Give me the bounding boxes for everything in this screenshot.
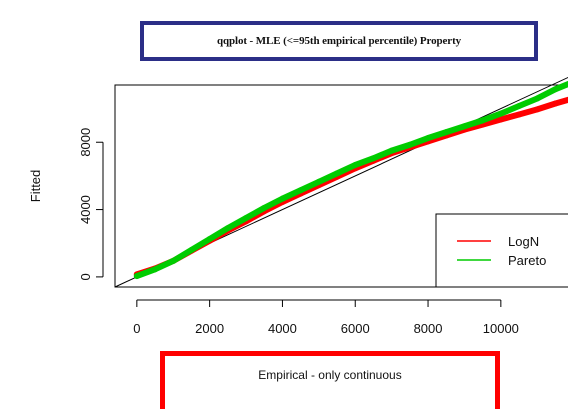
chart-title-box: qqplot - MLE (<=95th empirical percentil… — [140, 21, 538, 61]
data-point — [516, 111, 523, 118]
data-point — [224, 225, 231, 232]
data-point — [497, 110, 504, 117]
data-point — [243, 214, 250, 221]
legend: LogN Pareto — [435, 213, 568, 288]
legend-box — [435, 213, 568, 288]
x-tick-label: 4000 — [268, 321, 297, 336]
data-point — [152, 266, 159, 273]
data-point — [370, 155, 377, 162]
chart-title: qqplot - MLE (<=95th empirical percentil… — [216, 35, 462, 47]
axis-layer: 0 2000 4000 6000 8000 10000 0 4000 8000 — [78, 128, 519, 336]
data-point — [188, 246, 195, 253]
x-tick-label: 8000 — [414, 321, 443, 336]
data-point — [479, 117, 486, 124]
data-point — [315, 178, 322, 185]
data-point — [334, 170, 341, 177]
y-tick-label: 4000 — [78, 195, 93, 224]
data-point — [425, 135, 432, 142]
data-point — [261, 204, 268, 211]
x-tick-label: 6000 — [341, 321, 370, 336]
data-point — [352, 161, 359, 168]
data-point — [388, 147, 395, 154]
x-axis-label-box: Empirical - only continuous — [160, 351, 500, 409]
y-tick-label: 8000 — [78, 128, 93, 157]
data-point — [279, 195, 286, 202]
plot-frame — [114, 84, 568, 288]
x-tick-label: 10000 — [483, 321, 519, 336]
data-point — [461, 123, 468, 130]
series-pareto — [133, 80, 568, 280]
data-point — [133, 273, 140, 280]
y-axis-label: Fitted — [28, 170, 43, 203]
series-layer — [133, 80, 568, 280]
data-point — [406, 141, 413, 148]
data-point — [516, 103, 523, 110]
data-point — [534, 106, 541, 113]
legend-label-pareto: Pareto — [508, 253, 546, 268]
x-axis-label: Empirical - only continuous — [258, 368, 402, 382]
y-tick-label: 0 — [78, 273, 93, 280]
x-tick-label: 0 — [133, 321, 140, 336]
data-point — [552, 100, 559, 107]
data-point — [534, 95, 541, 102]
data-point — [443, 129, 450, 136]
data-point — [170, 257, 177, 264]
data-point — [497, 116, 504, 123]
x-tick-label: 2000 — [195, 321, 224, 336]
data-point — [297, 187, 304, 194]
data-point — [206, 236, 213, 243]
legend-label-logn: LogN — [508, 234, 539, 249]
data-point — [552, 86, 559, 93]
